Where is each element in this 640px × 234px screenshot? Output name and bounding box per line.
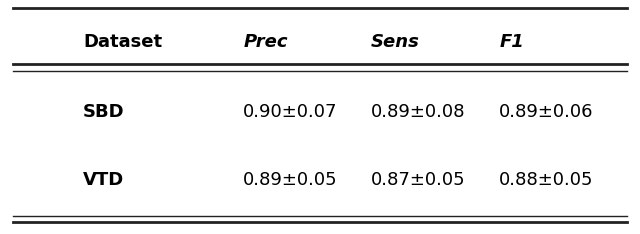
Text: 0.88±0.05: 0.88±0.05 [499, 171, 594, 189]
Text: 0.87±0.05: 0.87±0.05 [371, 171, 466, 189]
Text: SBD: SBD [83, 103, 125, 121]
Text: Prec: Prec [243, 33, 288, 51]
Text: 0.89±0.06: 0.89±0.06 [499, 103, 594, 121]
Text: Sens: Sens [371, 33, 420, 51]
Text: 0.89±0.08: 0.89±0.08 [371, 103, 466, 121]
Text: 0.89±0.05: 0.89±0.05 [243, 171, 338, 189]
Text: F1: F1 [499, 33, 524, 51]
Text: VTD: VTD [83, 171, 124, 189]
Text: 0.90±0.07: 0.90±0.07 [243, 103, 338, 121]
Text: Dataset: Dataset [83, 33, 163, 51]
